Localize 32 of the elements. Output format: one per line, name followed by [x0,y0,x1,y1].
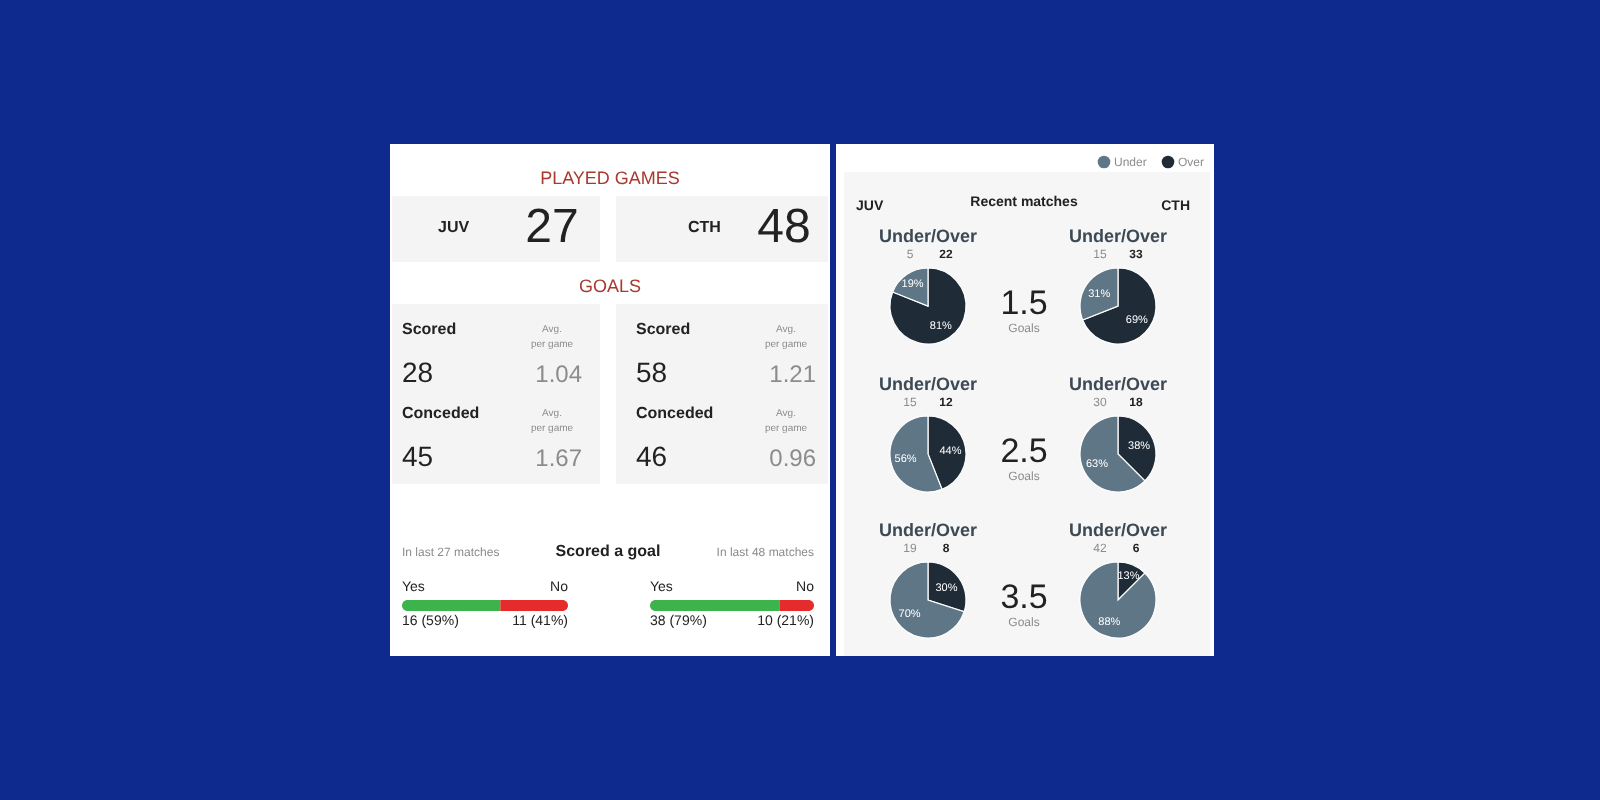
chart-title: Under/Over [1068,374,1168,394]
text: 46 [636,440,668,472]
pie-slice [889,561,965,639]
text: 1.67 [535,444,583,472]
text: Conceded [402,404,480,422]
pie-slice [1079,561,1157,639]
text: 0.96 [769,444,817,472]
text: 28 [402,356,434,388]
text: Under/Over [878,226,978,246]
text: Scored [402,320,457,338]
text: 27 [525,200,579,254]
pie-slice [889,267,967,345]
text: CTH [688,218,722,236]
text: 2.5 [1000,432,1048,470]
text: 1.5 [1000,284,1048,322]
text: Scored [636,320,691,338]
text: Scored a goal [555,542,661,560]
text: JUV [438,218,471,236]
text: GOALS [578,276,642,296]
chart-title: Under/Over [878,520,978,540]
text: 1.21 [769,360,817,388]
text: 3.5 [1000,578,1048,616]
text: PLAYED GAMES [540,168,680,188]
pie-slice [1082,267,1157,345]
text: 45 [402,440,434,472]
chart-title: Under/Over [1068,520,1168,540]
chart-title: Under/Over [1068,226,1168,246]
text: 58 [636,356,668,388]
text: 1.04 [535,360,583,388]
text: 48 [757,200,811,254]
text: Conceded [636,404,714,422]
chart-title: Under/Over [878,374,978,394]
